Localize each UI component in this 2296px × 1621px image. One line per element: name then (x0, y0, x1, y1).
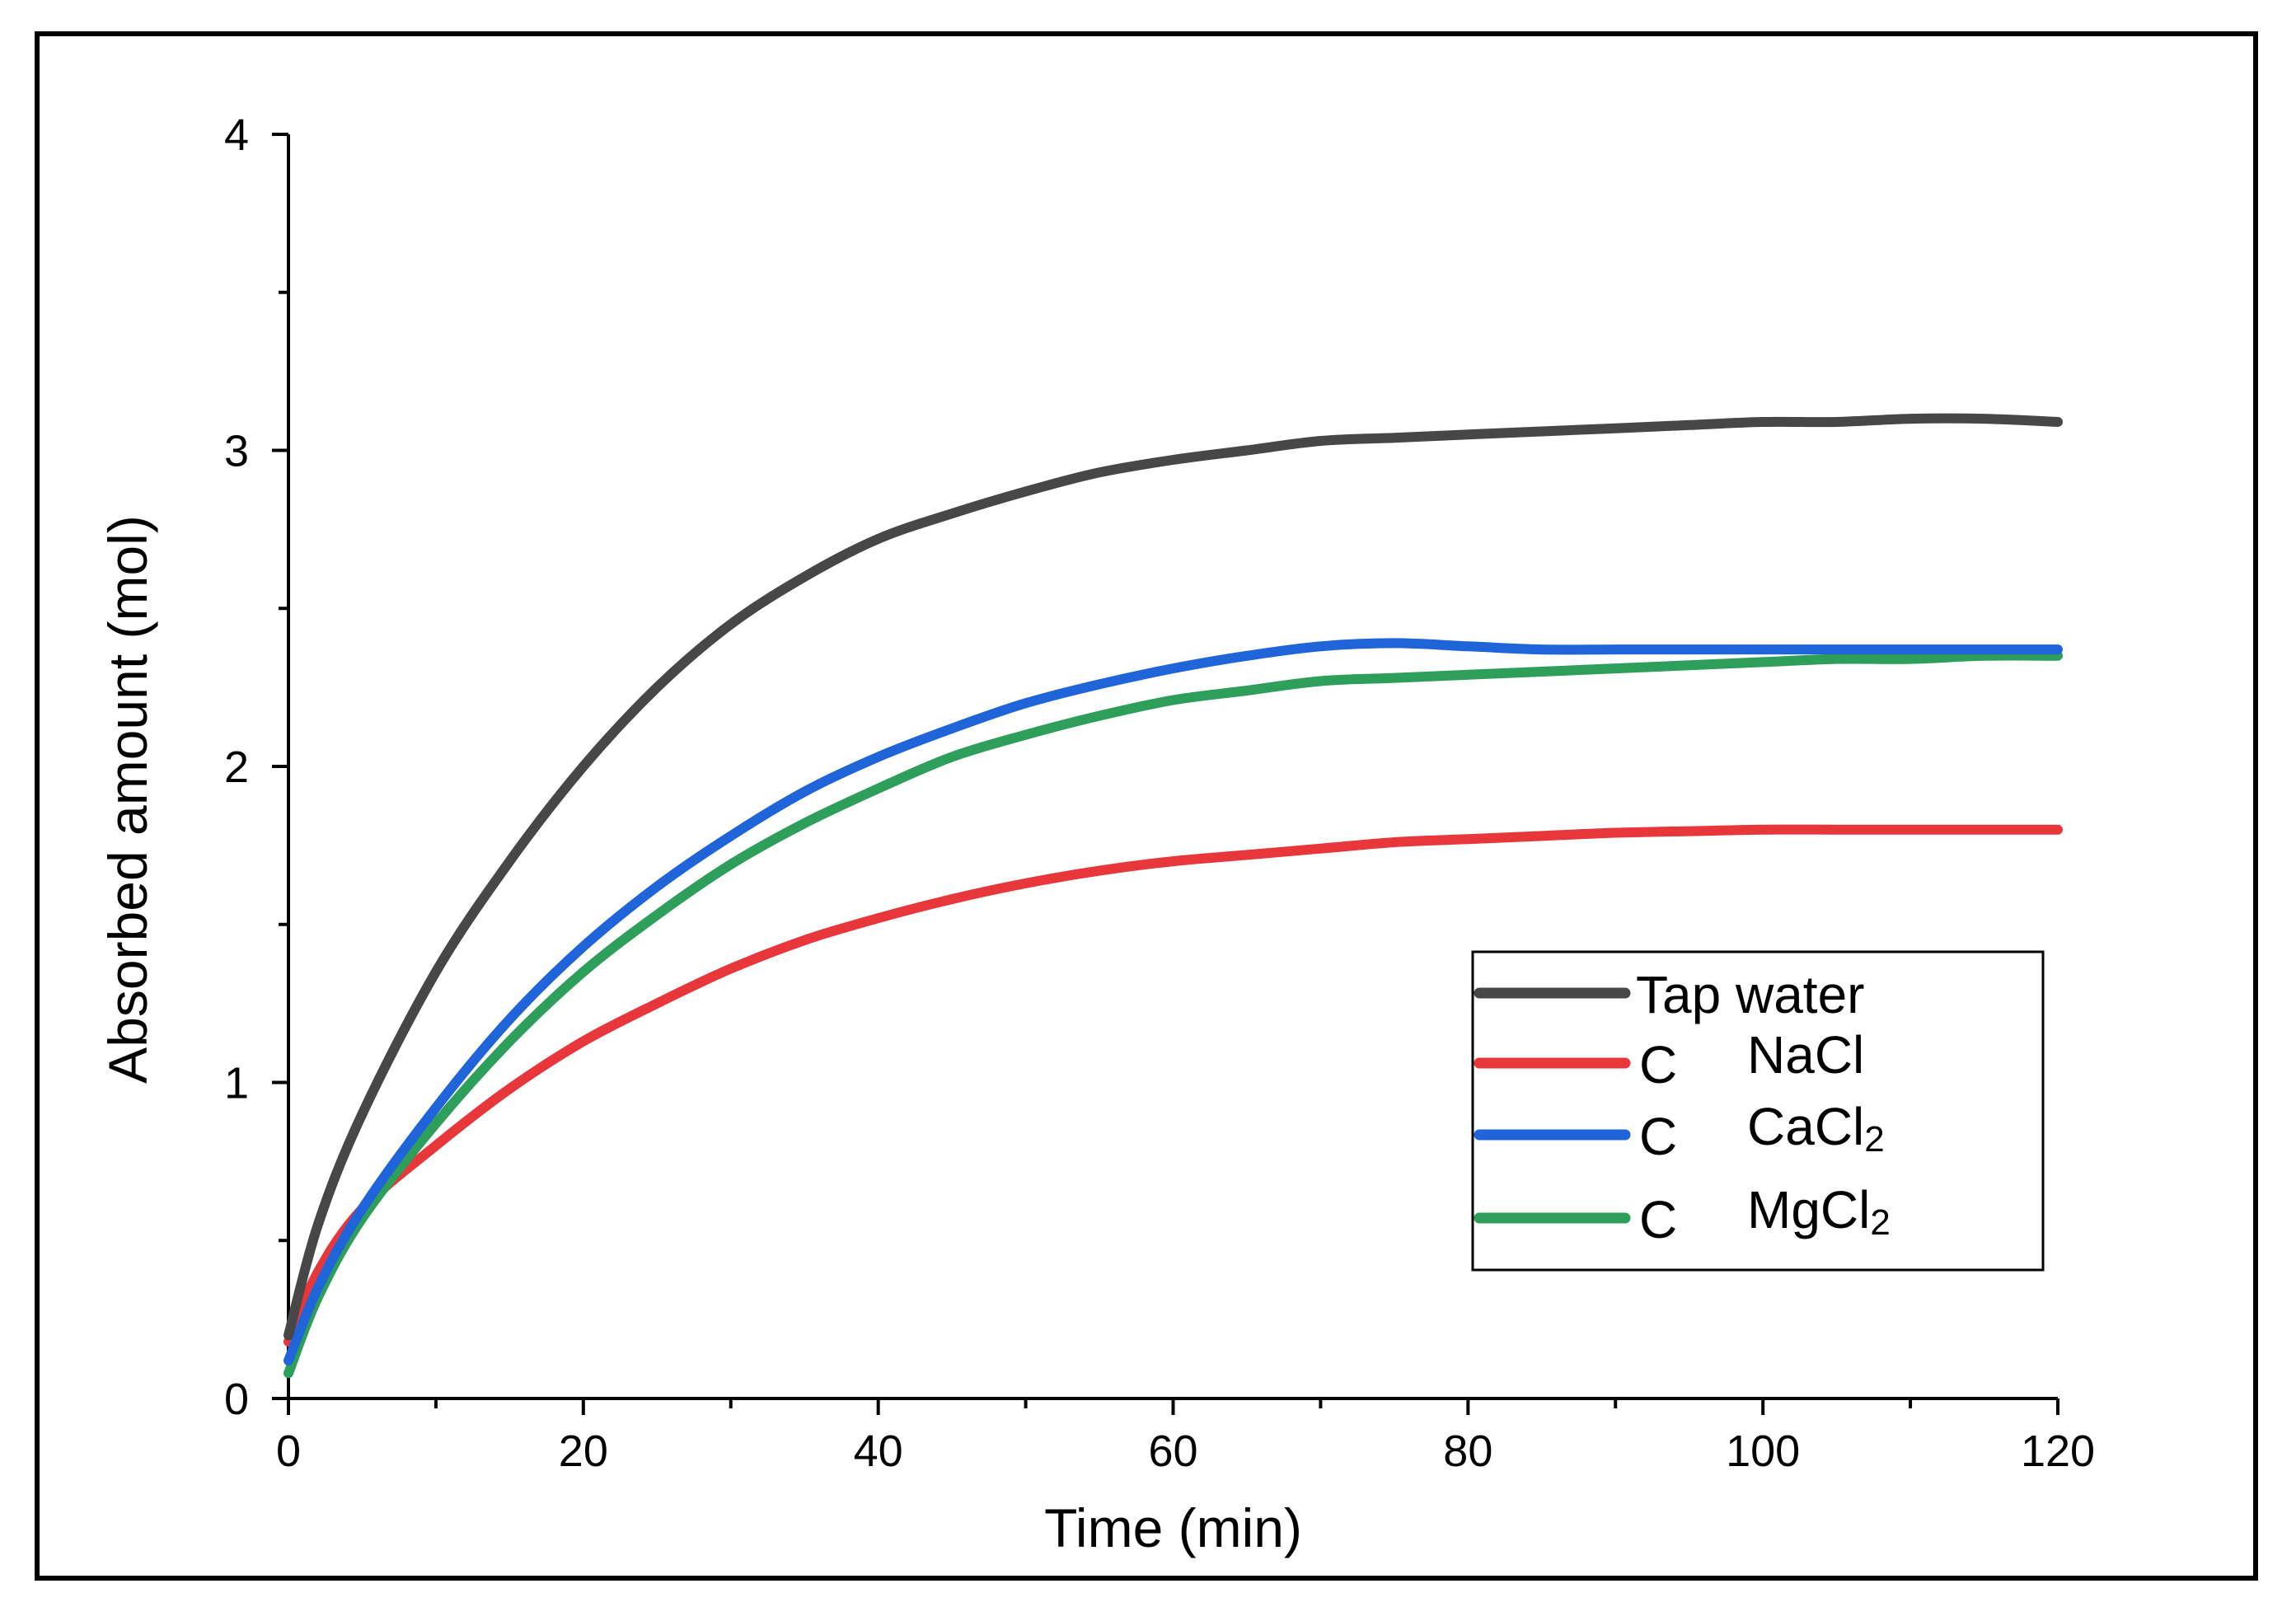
series-line-c-nacl (283, 824, 2063, 1347)
series-layer (283, 413, 2063, 1379)
legend-prefix: C (1639, 1190, 1677, 1249)
x-tick-label: 120 (2021, 1427, 2095, 1476)
x-axis-title: Time (min) (1044, 1497, 1302, 1558)
axes: 0 20 40 60 80 100 120 0 1 2 3 4 (224, 110, 2095, 1476)
y-axis-title: Absorbed amount (mol) (97, 515, 158, 1084)
series-line-c-mgcl2 (283, 650, 2063, 1379)
y-tick-label: 2 (224, 743, 249, 792)
y-tick-label: 4 (224, 110, 249, 160)
legend-subscript: 2 (1864, 1119, 1884, 1160)
x-tick-label: 80 (1443, 1427, 1492, 1476)
y-tick-label: 3 (224, 427, 249, 476)
x-tick-label: 20 (559, 1427, 608, 1476)
y-tick-label: 0 (224, 1375, 249, 1424)
legend-label: NaCl (1747, 1025, 1864, 1085)
x-tick-label: 100 (1726, 1427, 1800, 1476)
x-tick-label: 60 (1148, 1427, 1197, 1476)
figure-frame (35, 31, 2258, 1581)
legend-label: Tap water (1636, 965, 1864, 1024)
legend: Tap water C NaCl C CaCl2 C MgCl2 (1471, 950, 2045, 1272)
legend-label: MgCl2 (1747, 1180, 1891, 1243)
x-tick-label: 0 (276, 1427, 301, 1476)
series-line-tap-water (283, 413, 2063, 1341)
legend-prefix: C (1639, 1035, 1677, 1094)
legend-subscript: 2 (1870, 1202, 1890, 1243)
series-line-c-cacl2 (283, 638, 2063, 1366)
x-tick-label: 40 (854, 1427, 903, 1476)
legend-label: CaCl2 (1747, 1097, 1885, 1160)
y-tick-label: 1 (224, 1059, 249, 1108)
legend-prefix: C (1639, 1107, 1677, 1166)
